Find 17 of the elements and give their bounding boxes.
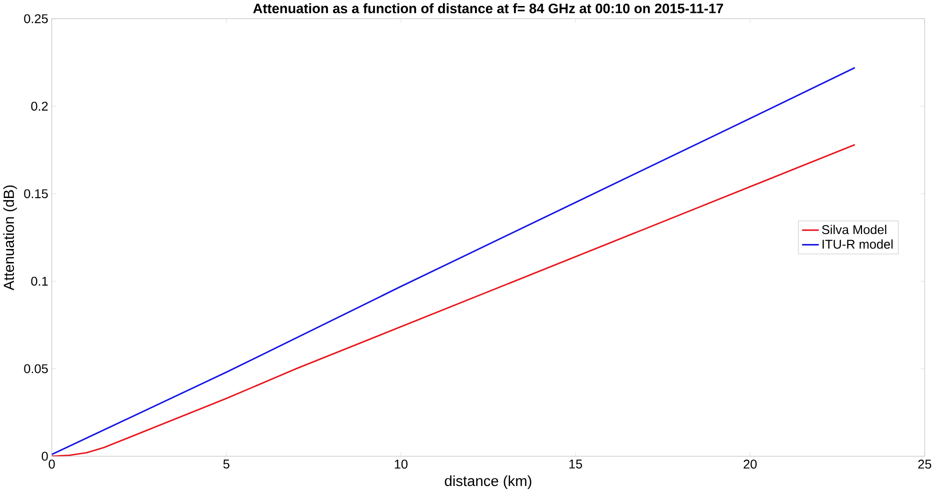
- x-tick-label: 10: [394, 460, 408, 469]
- y-tick-label: 0.2: [31, 102, 48, 111]
- y-axis-title: Attenuation (dB): [3, 185, 17, 290]
- y-tick-label: 0.05: [24, 364, 48, 374]
- x-tick-label: 25: [918, 460, 932, 469]
- x-tick-label: 15: [569, 460, 582, 468]
- legend-label: ITU-R model: [822, 239, 893, 249]
- legend-label: Silva Model: [822, 224, 886, 234]
- x-axis-title: distance (km): [444, 475, 532, 489]
- x-tick-label: 20: [744, 460, 757, 469]
- chart-title: Attenuation as a function of distance at f= 84 GHz at 00:10 on 2015-11-17: [253, 3, 724, 14]
- y-tick-label: 0.1: [31, 276, 48, 286]
- y-tick-label: 0: [42, 452, 48, 461]
- y-tick-label: 0.25: [24, 14, 48, 24]
- x-tick-label: 5: [223, 460, 230, 468]
- x-tick-label: 0: [48, 460, 55, 469]
- y-tick-label: 0.15: [24, 189, 48, 198]
